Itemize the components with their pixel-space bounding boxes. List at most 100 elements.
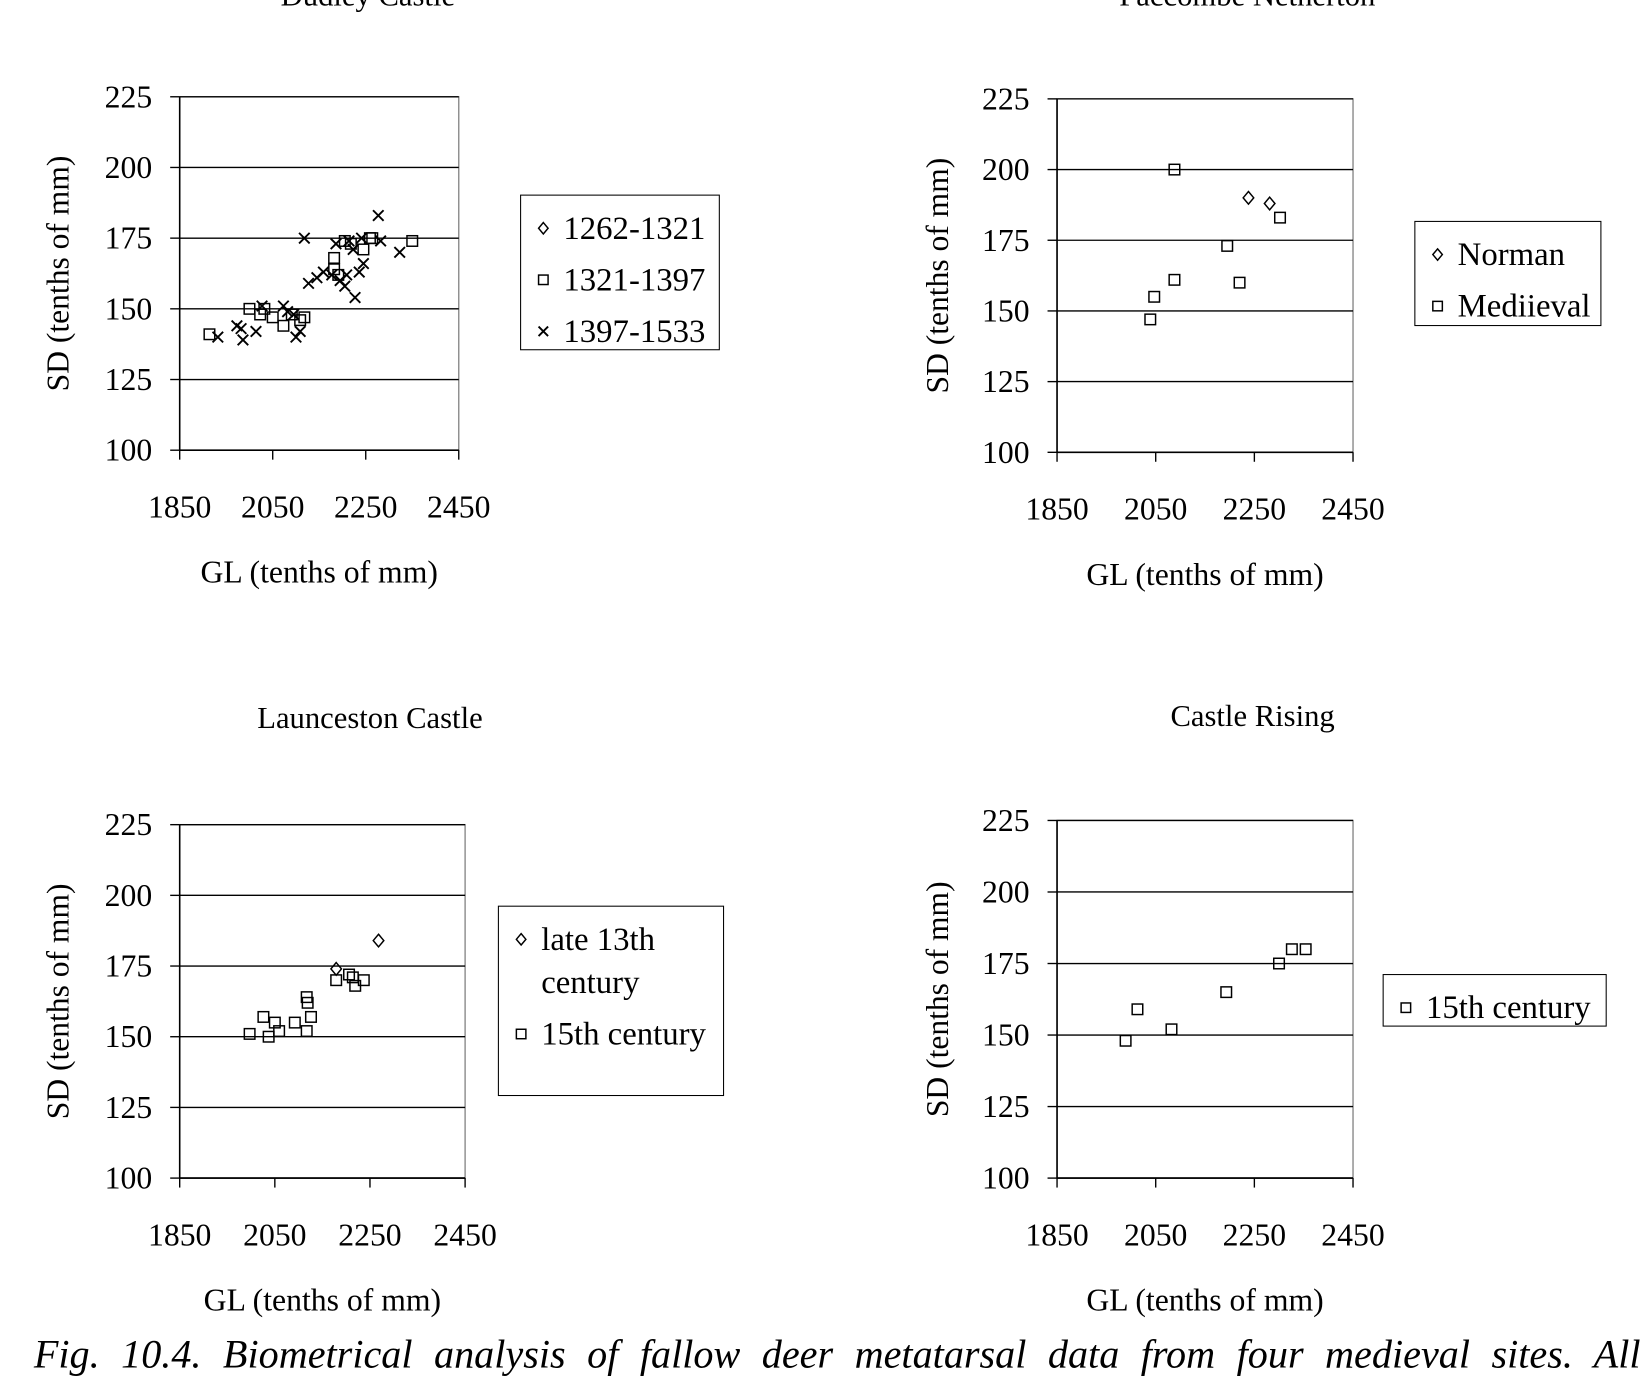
point: [325, 268, 338, 281]
point: [328, 251, 341, 264]
point: [393, 246, 406, 259]
point: [301, 996, 314, 1009]
legend-marker: [1432, 300, 1444, 312]
point: [357, 974, 370, 987]
point: [287, 308, 300, 321]
point: [257, 1010, 270, 1023]
y-axis-title: SD (tenths of mm): [920, 158, 955, 394]
y-tick-label: 150: [982, 294, 1030, 329]
legend-entry: 1262-1321: [536, 206, 710, 249]
legend-label: 15th century: [1425, 988, 1591, 1026]
y-tick-label: 100: [982, 1161, 1030, 1196]
point: [1285, 943, 1298, 956]
legend-symbol: [1400, 1002, 1412, 1014]
legend-entry: Mediieval: [1430, 284, 1592, 327]
y-tick-label: 175: [982, 223, 1030, 258]
point: [372, 209, 385, 222]
point: [298, 232, 311, 245]
point: [1221, 239, 1234, 252]
x-tick-label: 2250: [338, 1217, 401, 1252]
plot-area: [179, 823, 466, 1179]
point: [349, 291, 361, 304]
y-tick-label: 125: [982, 364, 1030, 399]
point: [1273, 957, 1286, 970]
point: [290, 331, 302, 344]
point: [288, 1016, 301, 1029]
point: [406, 234, 419, 247]
point: [372, 933, 385, 949]
legend-symbol: [515, 932, 527, 947]
y-tick-label: 125: [105, 1090, 153, 1125]
point: [357, 257, 370, 270]
legend-marker: [537, 325, 549, 337]
point: [211, 331, 224, 344]
x-tick-label: 2250: [1223, 1217, 1286, 1252]
point: [1242, 190, 1255, 206]
chart-title: Launceston Castle: [257, 701, 482, 735]
x-tick-label: 2050: [243, 1217, 306, 1252]
point: [298, 311, 311, 324]
y-tick-label: 225: [982, 803, 1030, 838]
legend-marker: [1431, 247, 1444, 262]
x-tick-label: 2050: [241, 490, 304, 525]
chart-title: Dudley Castle: [281, 0, 455, 12]
y-axis-title: SD (tenths of mm): [41, 156, 76, 392]
legend-entry: Norman: [1430, 232, 1592, 275]
y-tick-label: 200: [982, 875, 1030, 910]
point: [1168, 273, 1181, 286]
point: [355, 232, 368, 245]
legend-entry: 1397-1533: [536, 309, 710, 352]
y-tick-label: 175: [105, 221, 153, 256]
point: [1144, 313, 1157, 326]
point: [294, 314, 307, 327]
point: [1119, 1034, 1132, 1047]
point: [256, 300, 268, 312]
legend-marker: [537, 221, 550, 236]
y-tick-label: 225: [105, 79, 153, 114]
legend-entry: 1321-1397: [536, 258, 710, 301]
legend-symbol: [1432, 300, 1444, 312]
legend: late 13th century 15th century: [497, 905, 725, 1097]
legend: Norman Mediieval: [1414, 220, 1602, 327]
point: [329, 961, 343, 977]
y-tick-label: 225: [105, 807, 153, 842]
caption: Fig. 10.4. Biometrical analysis of fallo…: [33, 1332, 1641, 1377]
y-tick-label: 200: [982, 152, 1030, 187]
legend-entry: late 13th century: [514, 917, 715, 1003]
y-tick-label: 175: [982, 946, 1030, 981]
x-tick-label: 2250: [334, 490, 397, 525]
legend-label: 1321-1397: [563, 260, 706, 298]
legend: 15th century: [1382, 974, 1607, 1029]
x-tick-label: 2450: [427, 490, 490, 525]
plot-area: [1056, 819, 1354, 1179]
x-tick-label: 2450: [433, 1217, 496, 1252]
point: [338, 280, 351, 293]
chart: Faccombe Netherton 100 125 150 175 200 225 1850…: [920, 0, 1385, 592]
legend-entry: 15th century: [1398, 986, 1597, 1029]
point: [347, 243, 360, 256]
point: [277, 300, 290, 312]
point: [266, 311, 279, 324]
x-axis-title: GL (tenths of mm): [1086, 1283, 1323, 1318]
point: [330, 974, 343, 987]
legend-label: Mediieval: [1457, 287, 1591, 324]
point: [1220, 986, 1233, 999]
point: [1131, 1003, 1144, 1016]
legend-marker: [515, 1028, 527, 1040]
point: [343, 235, 355, 247]
legend-label: 1397-1533: [563, 312, 706, 350]
x-tick-label: 1850: [148, 490, 211, 525]
point: [1263, 196, 1276, 211]
point: [1168, 163, 1181, 176]
y-tick-label: 150: [982, 1018, 1030, 1053]
plot-area: [1056, 98, 1354, 453]
legend-symbol: [1431, 247, 1444, 262]
point: [340, 268, 353, 281]
x-axis-title: GL (tenths of mm): [204, 1283, 441, 1318]
point: [1299, 943, 1312, 956]
point: [353, 266, 366, 279]
y-tick-label: 150: [105, 291, 153, 326]
point: [302, 277, 315, 290]
